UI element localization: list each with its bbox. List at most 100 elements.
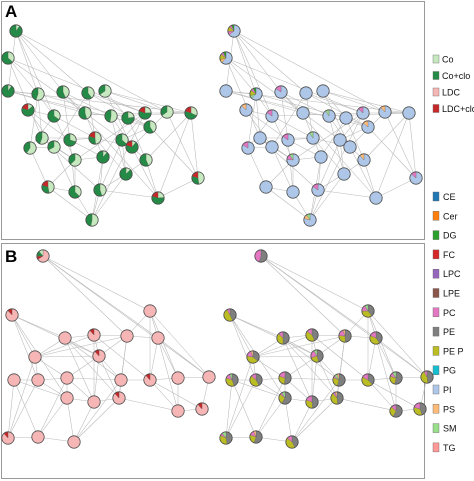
panel-a-right-node-23-outline — [314, 150, 328, 164]
panel-a-right-edge-17 — [280, 91, 330, 117]
panel-a-left-node-1 — [1, 51, 15, 65]
panel-a-left-edge-0 — [15, 30, 39, 95]
panel-a-left-node-25 — [139, 153, 153, 167]
panel-a-left-edge-7 — [7, 57, 86, 114]
panel-b-left-edge-67 — [149, 310, 210, 378]
panel-b-left-node-8-slice-0 — [151, 331, 165, 345]
panel-b-left-node-2 — [28, 350, 42, 364]
panel-b-right-node-12-outline — [332, 373, 346, 387]
panel-b-right-edge-26 — [367, 310, 397, 379]
panel-a-left-node-19 — [143, 120, 157, 134]
panel-b-right-edge-64 — [284, 377, 340, 381]
panel-b-right-node-3 — [225, 373, 239, 387]
panel-a-left-edge-79 — [157, 177, 199, 199]
panel-a-right-node-30 — [369, 191, 383, 205]
panel-b-left-edge-61 — [34, 335, 128, 358]
panel-a-right-node-17-outline — [306, 131, 320, 145]
panel-a-left-node-4-outline — [56, 85, 70, 99]
panel-b-left-edge-64 — [66, 377, 122, 381]
legend-swatch-lipid-8 — [432, 346, 440, 356]
panel-b-left-node-22 — [31, 430, 45, 444]
panel-a-right-node-8-outline — [265, 109, 279, 123]
legend-swatch-lipid-13 — [432, 442, 440, 453]
panel-b-right-node-22 — [249, 430, 263, 444]
network-nodes-panel-b — [1, 249, 434, 449]
panel-b-left-node-6-slice-0 — [143, 304, 157, 318]
panel-a-right-node-6-slice-0 — [316, 84, 330, 98]
panel-b-right-edge-56 — [291, 397, 338, 443]
panel-a-right-node-27 — [259, 180, 273, 194]
panel-a-right-edge-82 — [320, 117, 347, 158]
panel-b-right-edge-65 — [225, 379, 233, 439]
panel-a-left-node-28 — [93, 183, 107, 197]
panel-a-right-node-4 — [274, 85, 288, 99]
panel-a-right-node-27-slice-0 — [259, 180, 273, 194]
panel-a-left-node-0 — [9, 24, 23, 38]
panel-b-left-node-7 — [120, 329, 134, 343]
panel-a-right-edge-15 — [255, 93, 261, 139]
panel-b-left-edge-0 — [42, 255, 151, 312]
panel-a-left-edge-18 — [62, 91, 71, 141]
panel-b-right-edge-14 — [231, 379, 286, 399]
panel-a-right-node-13 — [378, 105, 392, 119]
panel-a-right-node-22 — [343, 140, 357, 154]
panel-a-right-edge-65 — [349, 146, 377, 199]
legend-swatch-lipid-6 — [432, 307, 440, 317]
panel-b-right-node-15 — [278, 391, 292, 405]
panel-b-left-edge-32 — [157, 337, 210, 378]
panel-a-left-edge-1 — [15, 30, 64, 93]
panel-a-right-node-0-outline — [227, 24, 241, 38]
panel-a-right-node-16 — [281, 133, 295, 147]
panel-a-left-node-27 — [41, 180, 55, 194]
panel-a-right-node-24 — [286, 153, 300, 167]
legend-swatch-treatment-2 — [432, 87, 440, 97]
panel-a-left-node-29-outline — [68, 185, 82, 199]
panel-a-right-edge-81 — [322, 90, 410, 114]
panel-b-right-edge-6 — [229, 314, 257, 381]
panel-a-right-node-26-outline — [337, 167, 351, 181]
panel-a-left-node-32 — [191, 171, 205, 185]
panel-a-left-edge-77 — [99, 189, 159, 199]
panel-b-right-node-4 — [276, 331, 290, 345]
panel-a-right-node-31-outline — [303, 213, 317, 227]
panel-a-right-node-13-outline — [378, 105, 392, 119]
panel-a-right-node-20-outline — [241, 141, 255, 155]
panel-a-right-node-29-slice-0 — [286, 185, 300, 199]
panel-a-right-edge-21 — [305, 92, 314, 139]
panel-a-left-edge-2 — [15, 30, 89, 94]
panel-a-left-node-24 — [68, 153, 82, 167]
panel-a-right-node-5-outline — [299, 86, 313, 100]
panel-a-left-node-8 — [47, 109, 61, 123]
panel-b-left-edge-14 — [13, 379, 68, 399]
panel-a-right-edge-72 — [363, 159, 377, 199]
panel-a-left-edge-5 — [15, 30, 168, 113]
panel-a-left-edge-75 — [47, 186, 93, 221]
panel-b-left-node-11-outline — [60, 371, 74, 385]
panel-b-left-node-3-slice-0 — [7, 373, 21, 387]
legend-label-treatment-2: LDC — [442, 88, 461, 98]
panel-b-left-node-18-outline — [171, 371, 185, 385]
panel-b-left-edge-48 — [149, 379, 179, 412]
panel-b-right-node-10 — [249, 373, 263, 387]
panel-a-right-edge-59 — [367, 126, 417, 179]
panel-a-label: A — [5, 2, 17, 21]
panel-b-right-node-7-outline — [338, 329, 352, 343]
panel-a-right-node-2-outline — [219, 84, 233, 98]
panel-b-left-edge-6 — [11, 314, 39, 381]
panel-b-right-node-1 — [223, 308, 237, 322]
panel-a-left-node-9 — [78, 106, 92, 120]
panel-b-right-node-5-outline — [305, 328, 319, 342]
panel-a-left-node-15 — [35, 131, 49, 145]
panel-a-right-node-11-outline — [339, 111, 353, 125]
panel-a-right-edge-22 — [305, 92, 369, 128]
panel-b-right-edge-33 — [375, 337, 397, 379]
panel-b-right-node-17-outline — [330, 391, 344, 405]
panel-a-right-node-19-outline — [361, 120, 375, 134]
panel-a-right-node-23-slice-0 — [314, 150, 328, 164]
panel-a-left-edge-63 — [53, 146, 76, 193]
panel-b-left-node-10-outline — [31, 373, 45, 387]
panel-a-right-node-9 — [296, 106, 310, 120]
panel-b-right-node-14-outline — [420, 370, 434, 384]
panel-b-right-edge-4 — [229, 314, 254, 358]
panel-a-right-node-8 — [265, 109, 279, 123]
